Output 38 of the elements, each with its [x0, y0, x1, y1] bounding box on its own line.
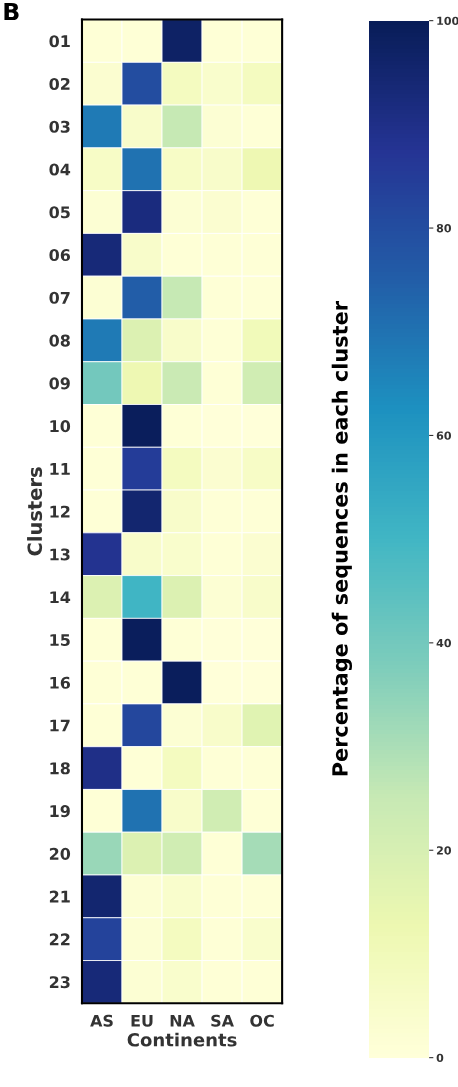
x-tick-label: AS: [90, 1014, 113, 1027]
y-tick-label: 13: [50, 548, 70, 561]
y-tick-label: 04: [49, 163, 71, 176]
chart-title: B: [4, 2, 19, 21]
y-tick-label: 19: [50, 805, 70, 818]
y-tick-label: 11: [50, 463, 70, 475]
y-tick-label: 18: [50, 762, 70, 775]
x-tick-label: EU: [131, 1014, 153, 1027]
y-tick-label: 02: [49, 77, 70, 91]
color-bar-label: 0: [436, 1053, 444, 1063]
y-tick-label: 05: [49, 206, 70, 219]
y-tick-label: 12: [50, 505, 70, 518]
y-tick-label: 15: [50, 634, 70, 647]
x-tick-label: SA: [211, 1014, 234, 1027]
y-tick-label: 22: [49, 933, 70, 946]
x-axis-title: Continents: [127, 1032, 237, 1047]
color-bar-label: 80: [436, 224, 452, 233]
y-tick-label: 23: [49, 976, 70, 989]
y-tick-label: 14: [50, 591, 71, 604]
y-tick-label: 17: [50, 719, 70, 732]
y-tick-label: 09: [49, 377, 70, 390]
y-tick-label: 20: [49, 847, 71, 860]
y-axis-title: Clusters: [27, 467, 43, 556]
color-bar-label: 20: [436, 846, 452, 855]
x-tick-label: OC: [250, 1014, 274, 1027]
y-tick-label: 08: [49, 334, 70, 347]
y-tick-label: 06: [49, 249, 71, 262]
y-tick-label: 07: [49, 291, 70, 304]
x-tick-label: NA: [170, 1014, 195, 1027]
y-tick-label: 01: [49, 35, 70, 48]
y-tick-label: 21: [49, 890, 70, 903]
color-bar-label: 40: [436, 638, 452, 648]
y-tick-label: 10: [50, 420, 71, 433]
y-tick-label: 16: [50, 676, 71, 689]
y-tick-label: 03: [49, 120, 70, 133]
color-bar-title: Percentage of sequences in each cluster: [331, 301, 353, 776]
color-bar-label: 60: [436, 431, 452, 440]
color-bar-label: 100: [437, 16, 458, 26]
